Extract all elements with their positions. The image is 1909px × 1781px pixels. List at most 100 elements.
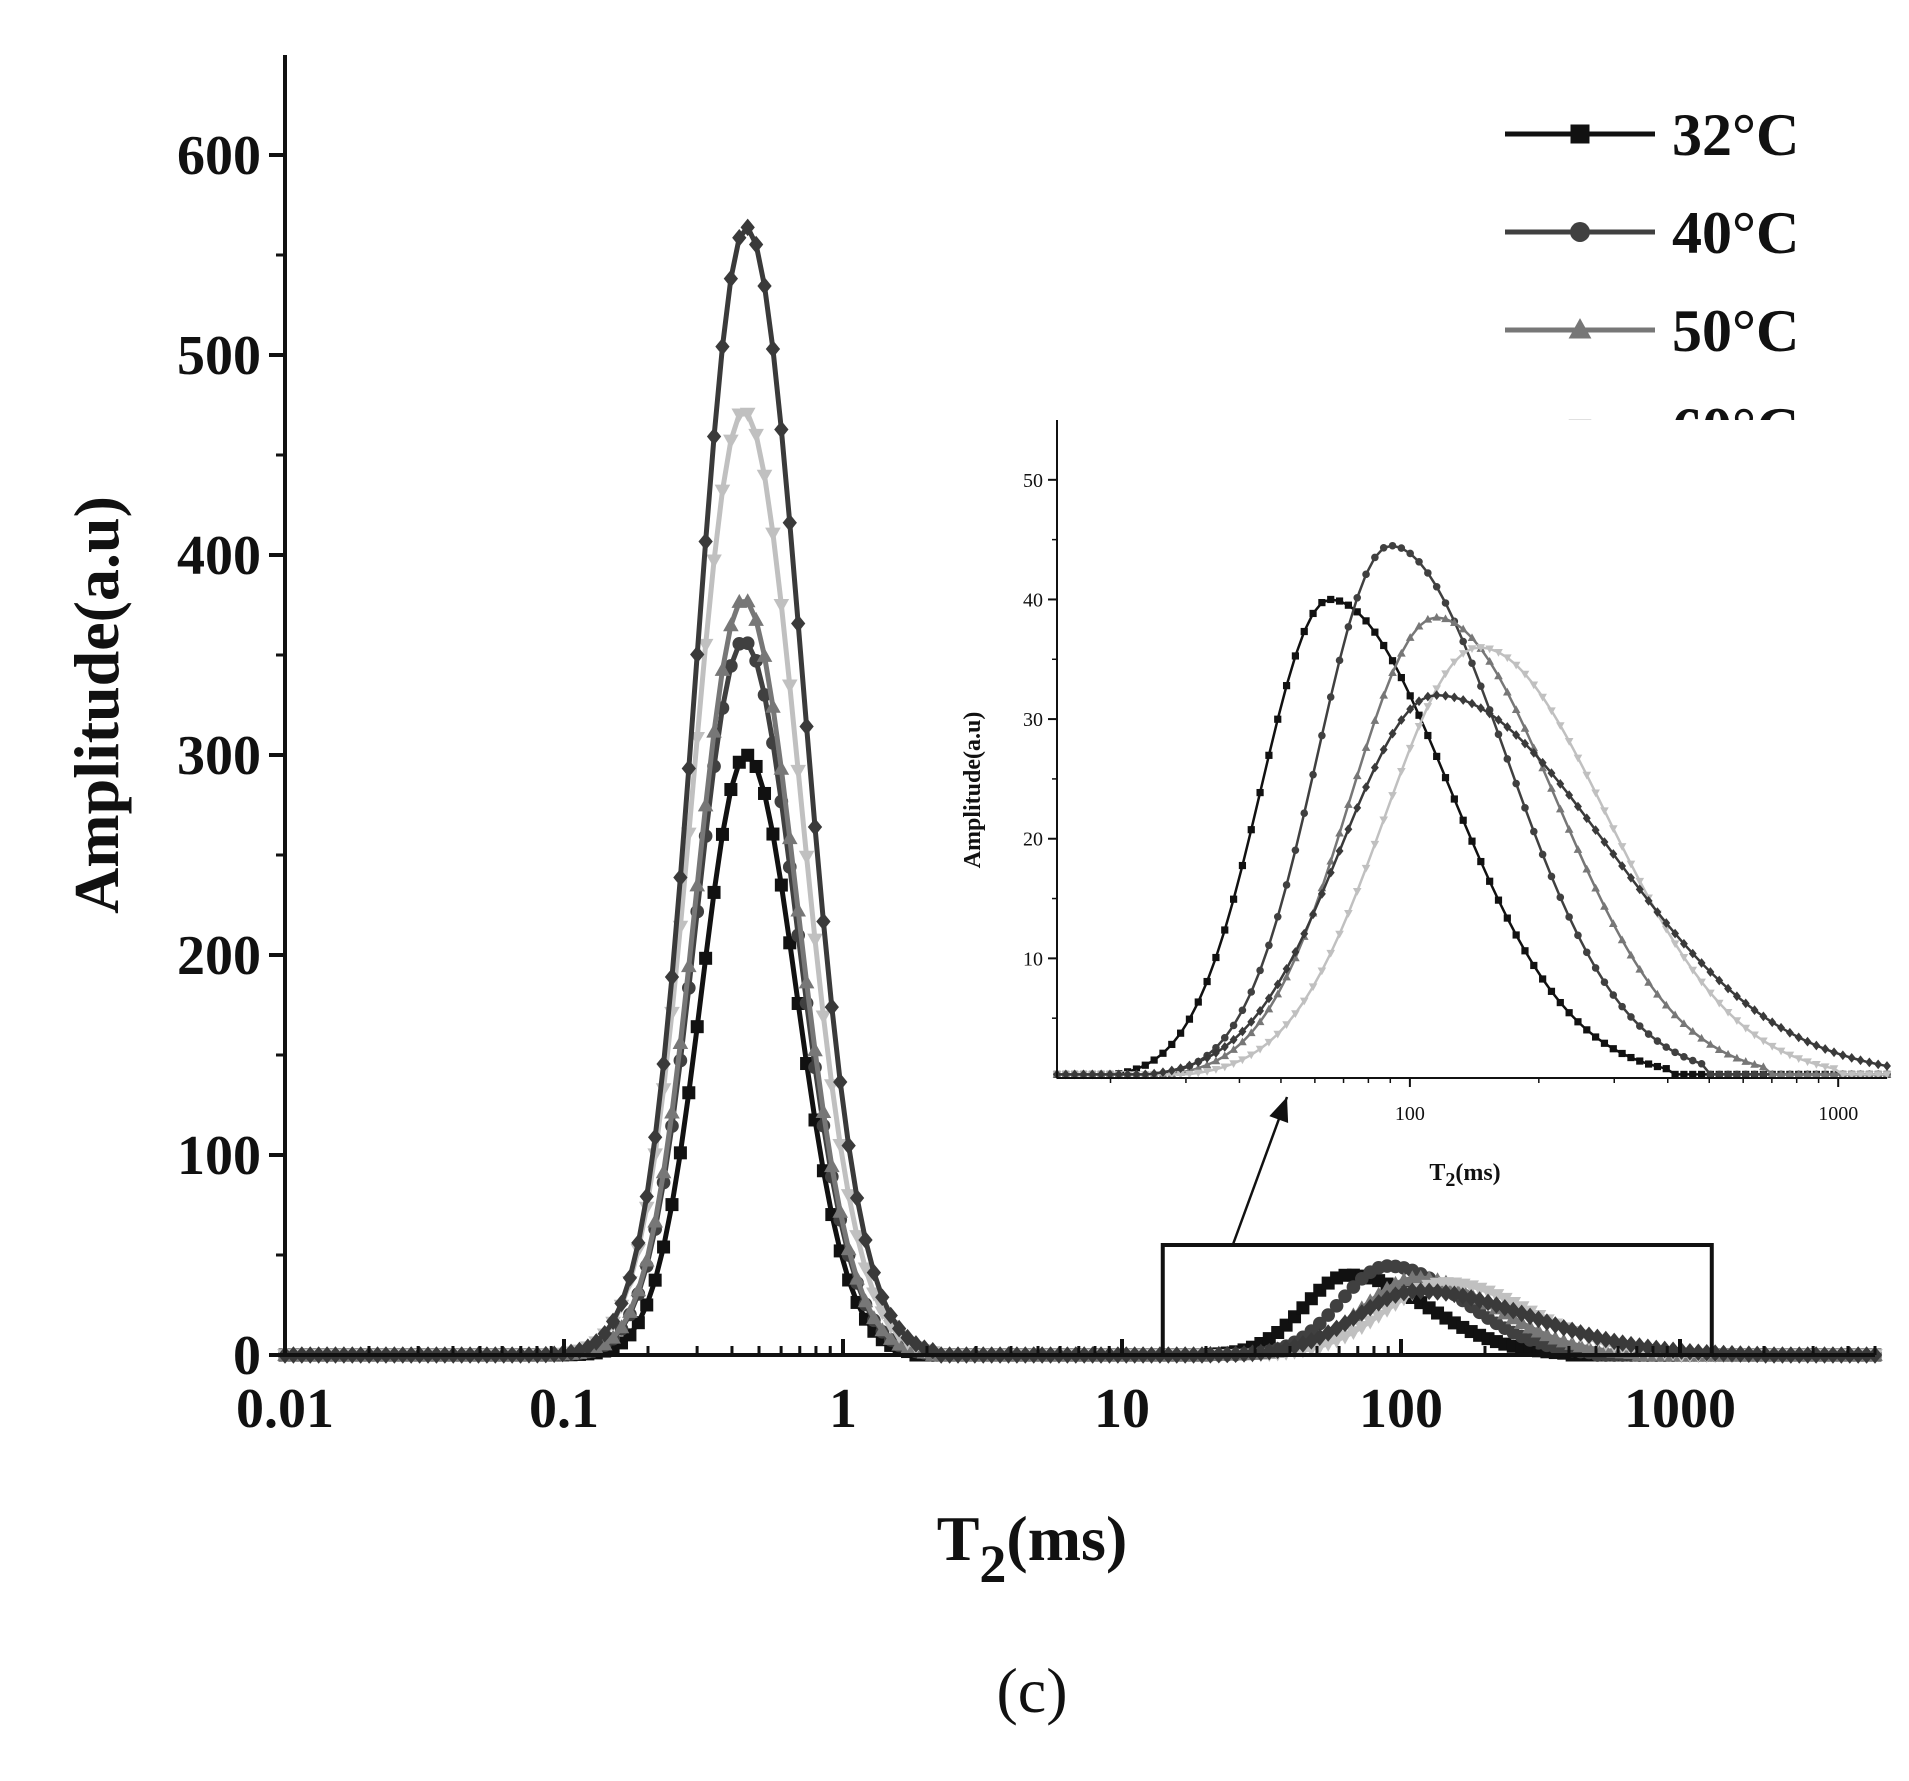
inset-data-point bbox=[1591, 883, 1600, 892]
inset-data-point bbox=[1238, 1006, 1247, 1015]
data-point bbox=[572, 1341, 587, 1360]
data-point bbox=[681, 759, 696, 778]
inset-data-point bbox=[1626, 872, 1635, 883]
data-point bbox=[849, 1189, 865, 1207]
inset-data-point bbox=[1821, 1044, 1830, 1054]
data-point bbox=[1388, 1286, 1403, 1304]
inset-data-point bbox=[1335, 930, 1344, 939]
data-point bbox=[1320, 1337, 1336, 1352]
inset-data-point bbox=[1317, 888, 1326, 899]
y-tick-label: 500 bbox=[177, 325, 261, 387]
inset-data-point bbox=[1291, 846, 1300, 855]
data-point bbox=[774, 878, 788, 892]
inset-data-point bbox=[1405, 744, 1415, 753]
inset-data-point bbox=[1158, 1067, 1167, 1078]
inset-data-point bbox=[1282, 881, 1291, 889]
inset-data-point bbox=[1370, 840, 1380, 849]
inset-data-point bbox=[1829, 1065, 1839, 1074]
data-point bbox=[875, 1288, 890, 1307]
data-point bbox=[840, 1189, 857, 1204]
data-point bbox=[1691, 1343, 1706, 1362]
legend-marker bbox=[1570, 222, 1590, 242]
data-point bbox=[1438, 1284, 1454, 1302]
inset-data-point bbox=[1600, 807, 1609, 816]
inset-data-point bbox=[1573, 801, 1582, 812]
inset-data-point bbox=[1353, 608, 1361, 616]
inset-data-point bbox=[1626, 860, 1636, 869]
inset-data-point bbox=[1414, 723, 1424, 731]
main-x-axis-title: T2(ms) bbox=[937, 1503, 1128, 1594]
inset-data-point bbox=[1820, 1063, 1830, 1072]
inset-data-point bbox=[1608, 919, 1618, 927]
inset-data-point bbox=[1565, 913, 1573, 921]
inset-data-point bbox=[1477, 682, 1485, 690]
inset-data-point bbox=[1644, 1060, 1653, 1068]
inset-data-point bbox=[1874, 1059, 1883, 1070]
inset-y-tick-label: 50 bbox=[1023, 470, 1043, 492]
inset-data-point bbox=[1838, 1050, 1847, 1061]
data-point bbox=[690, 645, 705, 664]
inset-data-point bbox=[1167, 1065, 1176, 1076]
inset-data-point bbox=[1114, 1069, 1123, 1080]
inset-data-point bbox=[1767, 1042, 1777, 1051]
inset-data-point bbox=[1520, 723, 1530, 732]
inset-data-point bbox=[1264, 1038, 1274, 1047]
inset-data-point bbox=[1423, 703, 1433, 711]
inset-data-point bbox=[1344, 601, 1352, 609]
inset-data-point bbox=[1644, 977, 1653, 986]
inset-data-point bbox=[1468, 659, 1476, 668]
inset-data-point bbox=[1688, 948, 1697, 959]
data-point bbox=[697, 638, 714, 653]
data-point bbox=[631, 1234, 646, 1252]
data-point bbox=[1539, 1327, 1555, 1342]
y-tick-label: 600 bbox=[177, 125, 261, 187]
inset-data-point bbox=[1706, 1039, 1715, 1048]
inset-data-point bbox=[1255, 1045, 1265, 1054]
inset-data-point bbox=[1185, 1060, 1194, 1071]
inset-data-point bbox=[1282, 1021, 1291, 1029]
inset-data-point bbox=[1432, 582, 1441, 591]
inset-data-point bbox=[1521, 804, 1529, 812]
data-point bbox=[714, 661, 731, 676]
series-70°C bbox=[277, 218, 1883, 1364]
inset-data-point bbox=[1803, 1036, 1812, 1047]
inset-data-point bbox=[1785, 1051, 1795, 1060]
inset-data-point bbox=[1379, 816, 1389, 825]
data-point bbox=[799, 717, 814, 736]
inset-data-point bbox=[1671, 1070, 1679, 1079]
inset-data-point bbox=[1635, 1022, 1644, 1030]
data-point bbox=[596, 1336, 613, 1351]
data-point bbox=[640, 1298, 654, 1312]
inset-data-point bbox=[1361, 864, 1371, 873]
y-tick-label: 200 bbox=[177, 925, 261, 987]
data-point bbox=[1338, 1289, 1352, 1304]
inset-data-point bbox=[1185, 1070, 1194, 1079]
inset-data-point bbox=[1555, 804, 1565, 813]
y-tick-label: 400 bbox=[177, 525, 261, 587]
data-point bbox=[1363, 1298, 1378, 1317]
data-point bbox=[765, 698, 781, 713]
inset-data-point bbox=[1379, 544, 1388, 552]
inset-data-point bbox=[1397, 648, 1406, 657]
inset-data-point bbox=[1326, 856, 1336, 865]
data-point bbox=[1472, 1291, 1487, 1309]
inset-data-point bbox=[1688, 1056, 1697, 1065]
x-tick-label: 1000 bbox=[1624, 1378, 1736, 1440]
data-point bbox=[1522, 1319, 1538, 1334]
inset-data-point bbox=[1600, 837, 1609, 847]
inset-data-point bbox=[1670, 940, 1680, 949]
inset-x-axis-title-main: T bbox=[1429, 1160, 1445, 1186]
inset-data-point bbox=[1714, 999, 1724, 1008]
data-point bbox=[690, 1020, 704, 1034]
inset-data-point bbox=[1485, 645, 1494, 654]
data-point bbox=[816, 912, 831, 931]
data-point bbox=[1555, 1333, 1572, 1348]
inset-data-point bbox=[1476, 703, 1485, 713]
inset-data-point bbox=[1635, 964, 1645, 973]
data-point bbox=[724, 659, 738, 673]
data-point bbox=[749, 759, 763, 773]
inset-data-point bbox=[1794, 1032, 1803, 1043]
inset-data-point bbox=[1485, 708, 1494, 719]
inset-data-point bbox=[1361, 743, 1371, 751]
inset-data-point bbox=[1203, 977, 1211, 986]
